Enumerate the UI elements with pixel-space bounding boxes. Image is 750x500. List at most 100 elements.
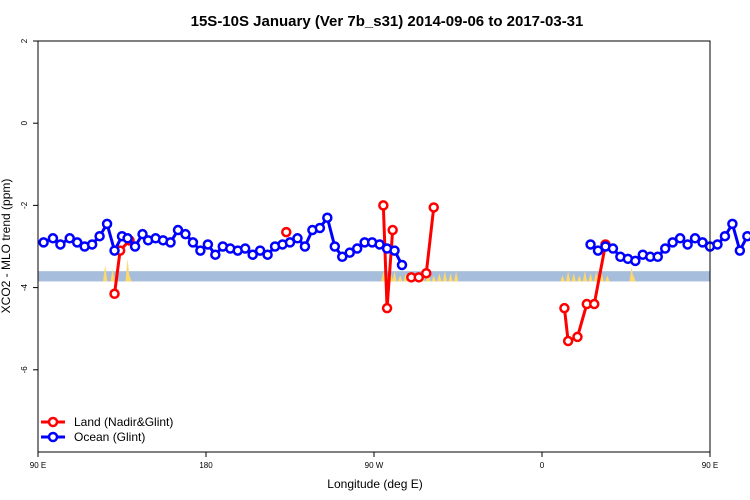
land-series-line-3 (411, 207, 436, 279)
land-point-4-4 (589, 298, 600, 310)
ocean-point-1-0 (585, 239, 596, 250)
x-tick-label-1: 180 (199, 461, 213, 470)
land-spike-4 (381, 271, 386, 282)
land-spike-0 (103, 264, 108, 282)
land-point-1-0 (281, 226, 292, 238)
land-point-2-0 (378, 200, 389, 211)
ocean-point-1-19 (727, 218, 738, 230)
ocean-point-0-4 (71, 237, 83, 248)
ocean-point-0-27 (239, 243, 251, 254)
land-point-2-1 (381, 302, 393, 314)
x-tick-label-4: 90 E (702, 461, 718, 470)
ocean-point-0-11 (122, 233, 133, 244)
ocean-point-0-20 (187, 237, 199, 248)
ocean-point-0-2 (55, 239, 66, 250)
ocean-point-1-21 (742, 230, 750, 242)
y-tick-label-1: 0 (20, 120, 29, 125)
ocean-point-0-0 (38, 237, 49, 248)
land-spike-8 (397, 275, 403, 282)
chart-title: 15S-10S January (Ver 7b_s31) 2014-09-06 … (191, 13, 584, 30)
ocean-point-1-9 (652, 251, 663, 263)
x-tick-label-0: 90 E (30, 461, 46, 470)
land-spike-26 (599, 273, 604, 282)
ocean-point-0-33 (284, 237, 296, 248)
y-axis-label: XCO2 - MLO trend (ppm) (0, 179, 13, 314)
land-point-4-2 (572, 331, 583, 343)
y-tick-label-3: -4 (20, 283, 29, 291)
ocean-point-0-45 (374, 239, 385, 250)
ocean-point-0-18 (172, 224, 184, 236)
ocean-point-0-48 (396, 259, 408, 271)
ocean-point-1-6 (630, 255, 641, 267)
plot-frame (37, 40, 711, 453)
land-point-3-3 (428, 202, 439, 213)
ocean-point-1-12 (674, 233, 686, 244)
ocean-coverage-band (38, 271, 710, 282)
ocean-point-0-19 (180, 228, 191, 240)
ocean-point-0-37 (314, 222, 326, 234)
ocean-point-0-40 (337, 251, 348, 263)
ocean-point-0-17 (165, 237, 176, 248)
ocean-point-0-38 (322, 212, 333, 223)
land-point-2-2 (387, 224, 398, 236)
ocean-point-1-17 (712, 239, 723, 250)
ocean-point-1-13 (682, 239, 693, 250)
ocean-point-1-10 (659, 243, 671, 254)
land-point-0-0 (109, 288, 120, 300)
ocean-point-0-39 (329, 241, 341, 252)
land-spike-25 (593, 271, 599, 282)
land-spike-20 (565, 271, 571, 282)
land-spike-29 (631, 275, 636, 282)
ocean-point-0-3 (64, 233, 75, 244)
y-tick-label-0: 2 (20, 38, 29, 43)
x-tick-label-3: 0 (540, 461, 545, 470)
x-tick-label-2: 90 W (365, 461, 384, 470)
land-spike-17 (448, 273, 453, 282)
land-spike-24 (588, 273, 593, 282)
y-tick-label-2: -2 (20, 201, 29, 209)
ocean-point-1-3 (607, 243, 619, 254)
ocean-point-1-1 (592, 245, 604, 256)
ocean-point-0-35 (299, 241, 311, 252)
land-spike-1 (110, 269, 115, 282)
legend-land-label: Land (Nadir&Glint) (74, 415, 173, 429)
ocean-point-0-42 (351, 243, 363, 254)
land-spike-18 (453, 271, 459, 282)
land-spike-23 (582, 271, 588, 282)
land-spike-19 (560, 275, 565, 282)
ocean-point-0-34 (292, 233, 303, 244)
land-point-4-0 (559, 302, 570, 314)
ocean-point-1-20 (734, 245, 746, 256)
land-spike-22 (577, 275, 582, 282)
coverage-band-rect (38, 271, 710, 282)
land-spike-3 (127, 275, 132, 282)
land-series-line-2 (381, 205, 395, 310)
land-point-4-1 (562, 335, 574, 347)
ocean-point-0-41 (344, 247, 355, 258)
land-spike-14 (431, 275, 436, 282)
ocean-point-1-18 (719, 230, 731, 242)
land-spike-7 (392, 271, 397, 282)
ocean-point-0-6 (86, 239, 98, 250)
ocean-point-0-29 (254, 245, 266, 256)
land-point-3-2 (421, 267, 432, 279)
ocean-point-0-22 (202, 239, 214, 250)
x-axis-label: Longitude (deg E) (327, 477, 422, 491)
ocean-point-0-7 (94, 230, 105, 242)
legend-land-marker (47, 416, 59, 428)
ocean-point-0-23 (210, 249, 221, 260)
y-tick-label-4: -6 (20, 366, 29, 374)
legend-ocean-label: Ocean (Glint) (74, 430, 145, 444)
ocean-point-0-9 (109, 245, 120, 256)
land-spike-27 (605, 275, 610, 282)
land-spike-21 (571, 273, 576, 282)
land-point-3-1 (413, 272, 425, 283)
ocean-point-0-1 (47, 233, 59, 244)
ocean-point-0-28 (247, 249, 258, 260)
land-spike-16 (442, 271, 448, 282)
ocean-point-1-15 (697, 237, 708, 248)
legend: Land (Nadir&Glint) Ocean (Glint) (41, 415, 173, 444)
ocean-point-0-8 (101, 218, 113, 230)
